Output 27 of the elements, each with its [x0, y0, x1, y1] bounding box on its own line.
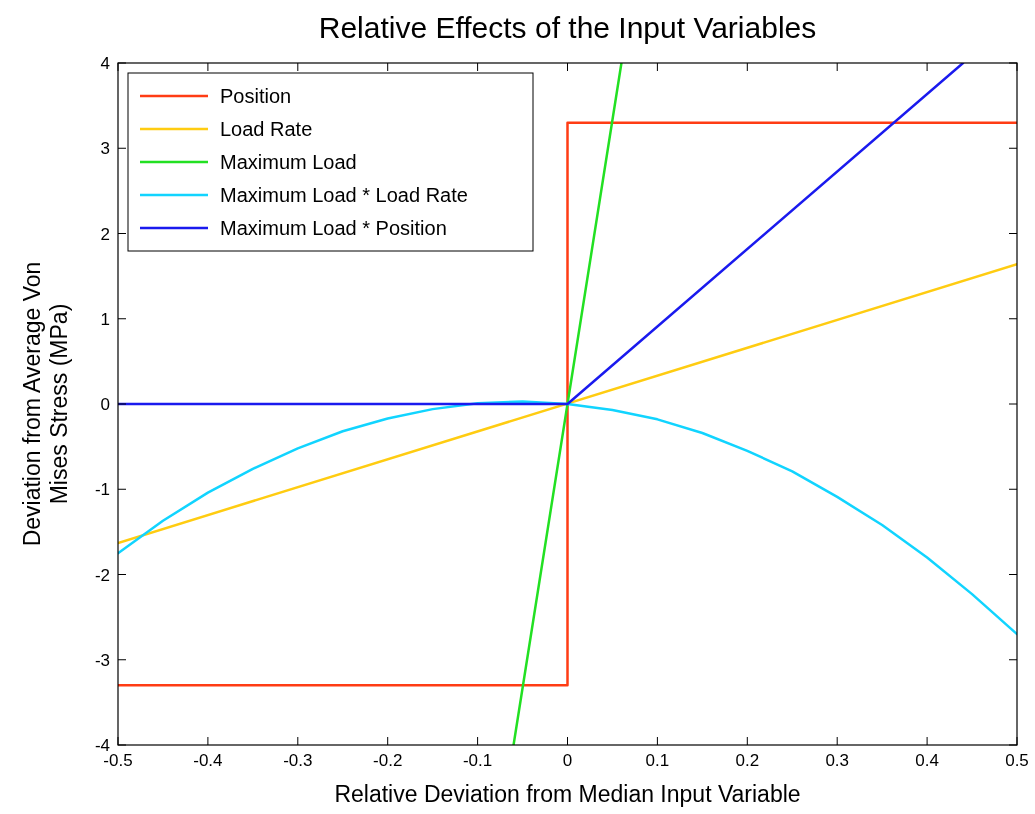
chart-title: Relative Effects of the Input Variables — [318, 11, 817, 44]
x-tick-label: -0.4 — [193, 751, 223, 770]
x-tick-label: 0.4 — [915, 751, 939, 770]
x-tick-label: 0.3 — [825, 751, 850, 770]
x-tick-label: 0 — [562, 751, 573, 770]
y-tick-label: 2 — [100, 224, 110, 244]
legend-label: Maximum Load * Position — [220, 217, 447, 239]
x-tick-label: 0.1 — [645, 751, 670, 770]
legend-label: Load Rate — [220, 118, 313, 140]
y-tick-label: -3 — [94, 650, 110, 670]
y-tick-label: 3 — [100, 139, 110, 159]
legend-label: Maximum Load * Load Rate — [220, 184, 468, 206]
y-tick-label: -2 — [94, 565, 110, 585]
x-tick-label: 0.2 — [735, 751, 760, 770]
legend-label: Maximum Load — [220, 151, 357, 173]
y-tick-label: 4 — [100, 54, 110, 73]
x-axis-title: Relative Deviation from Median Input Variable — [334, 781, 801, 807]
x-tick-label: 0.5 — [1005, 751, 1029, 770]
x-tick-label: -0.2 — [373, 751, 403, 770]
line-series — [118, 400, 1017, 636]
x-tick-label: -0.3 — [283, 751, 313, 770]
y-axis-title: Deviation from Average Von Mises Stress (MPa) — [19, 261, 72, 547]
x-tick-label: -0.1 — [462, 751, 493, 770]
y-tick-label: -1 — [94, 480, 110, 500]
y-tick-label: 1 — [100, 309, 110, 329]
y-tick-label: 0 — [100, 395, 110, 414]
legend-label: Position — [220, 85, 292, 107]
